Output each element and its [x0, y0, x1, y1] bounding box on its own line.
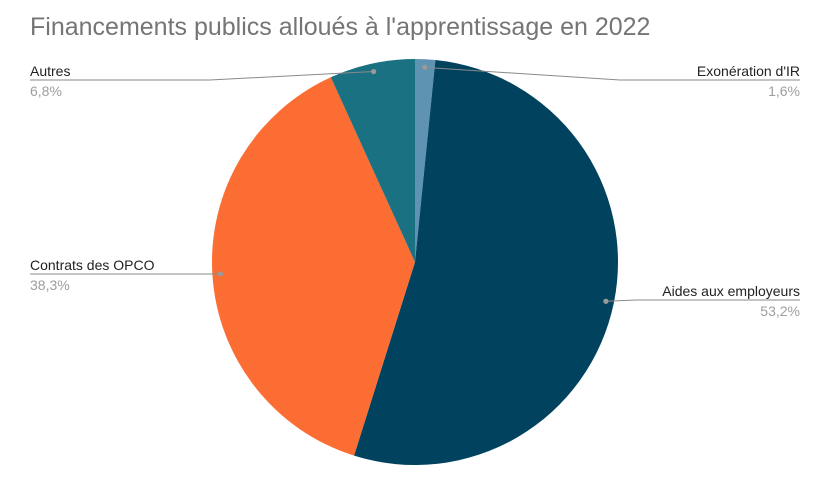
leader-dot-exoneration-d-ir [422, 64, 428, 70]
slice-value-autres: 6,8% [30, 83, 62, 99]
leader-line-aides-aux-employeurs [605, 299, 800, 302]
pie-slice-aides-aux-employeurs [354, 60, 619, 466]
chart-title: Financements publics alloués à l'apprent… [30, 13, 650, 41]
pie-slices [212, 59, 619, 466]
slice-value-contrats-des-opco: 38,3% [30, 277, 70, 293]
slice-label-autres: Autres [30, 63, 70, 79]
leader-line-exoneration-d-ir [424, 66, 800, 81]
leader-dot-contrats-des-opco [217, 271, 224, 277]
slice-labels: Exonération d'IR 1,6% Aides aux employeurs… [30, 63, 800, 319]
slice-label-aides-aux-employeurs: Aides aux employeurs [662, 283, 800, 299]
pie-slice-contrats-des-opco [212, 77, 415, 456]
leader-line-autres [30, 71, 374, 81]
slice-value-exoneration-d-ir: 1,6% [768, 83, 800, 99]
pie-slice-exoneration-d-ir [415, 59, 436, 262]
slice-label-exoneration-d-ir: Exonération d'IR [697, 63, 800, 79]
leader-dot-aides-aux-employeurs [603, 298, 609, 304]
pie-slice-autres [330, 59, 415, 262]
slice-label-contrats-des-opco: Contrats des OPCO [30, 257, 155, 273]
leader-dot-autres [371, 68, 377, 75]
label-leaders [30, 64, 800, 304]
slice-value-aides-aux-employeurs: 53,2% [760, 303, 800, 319]
